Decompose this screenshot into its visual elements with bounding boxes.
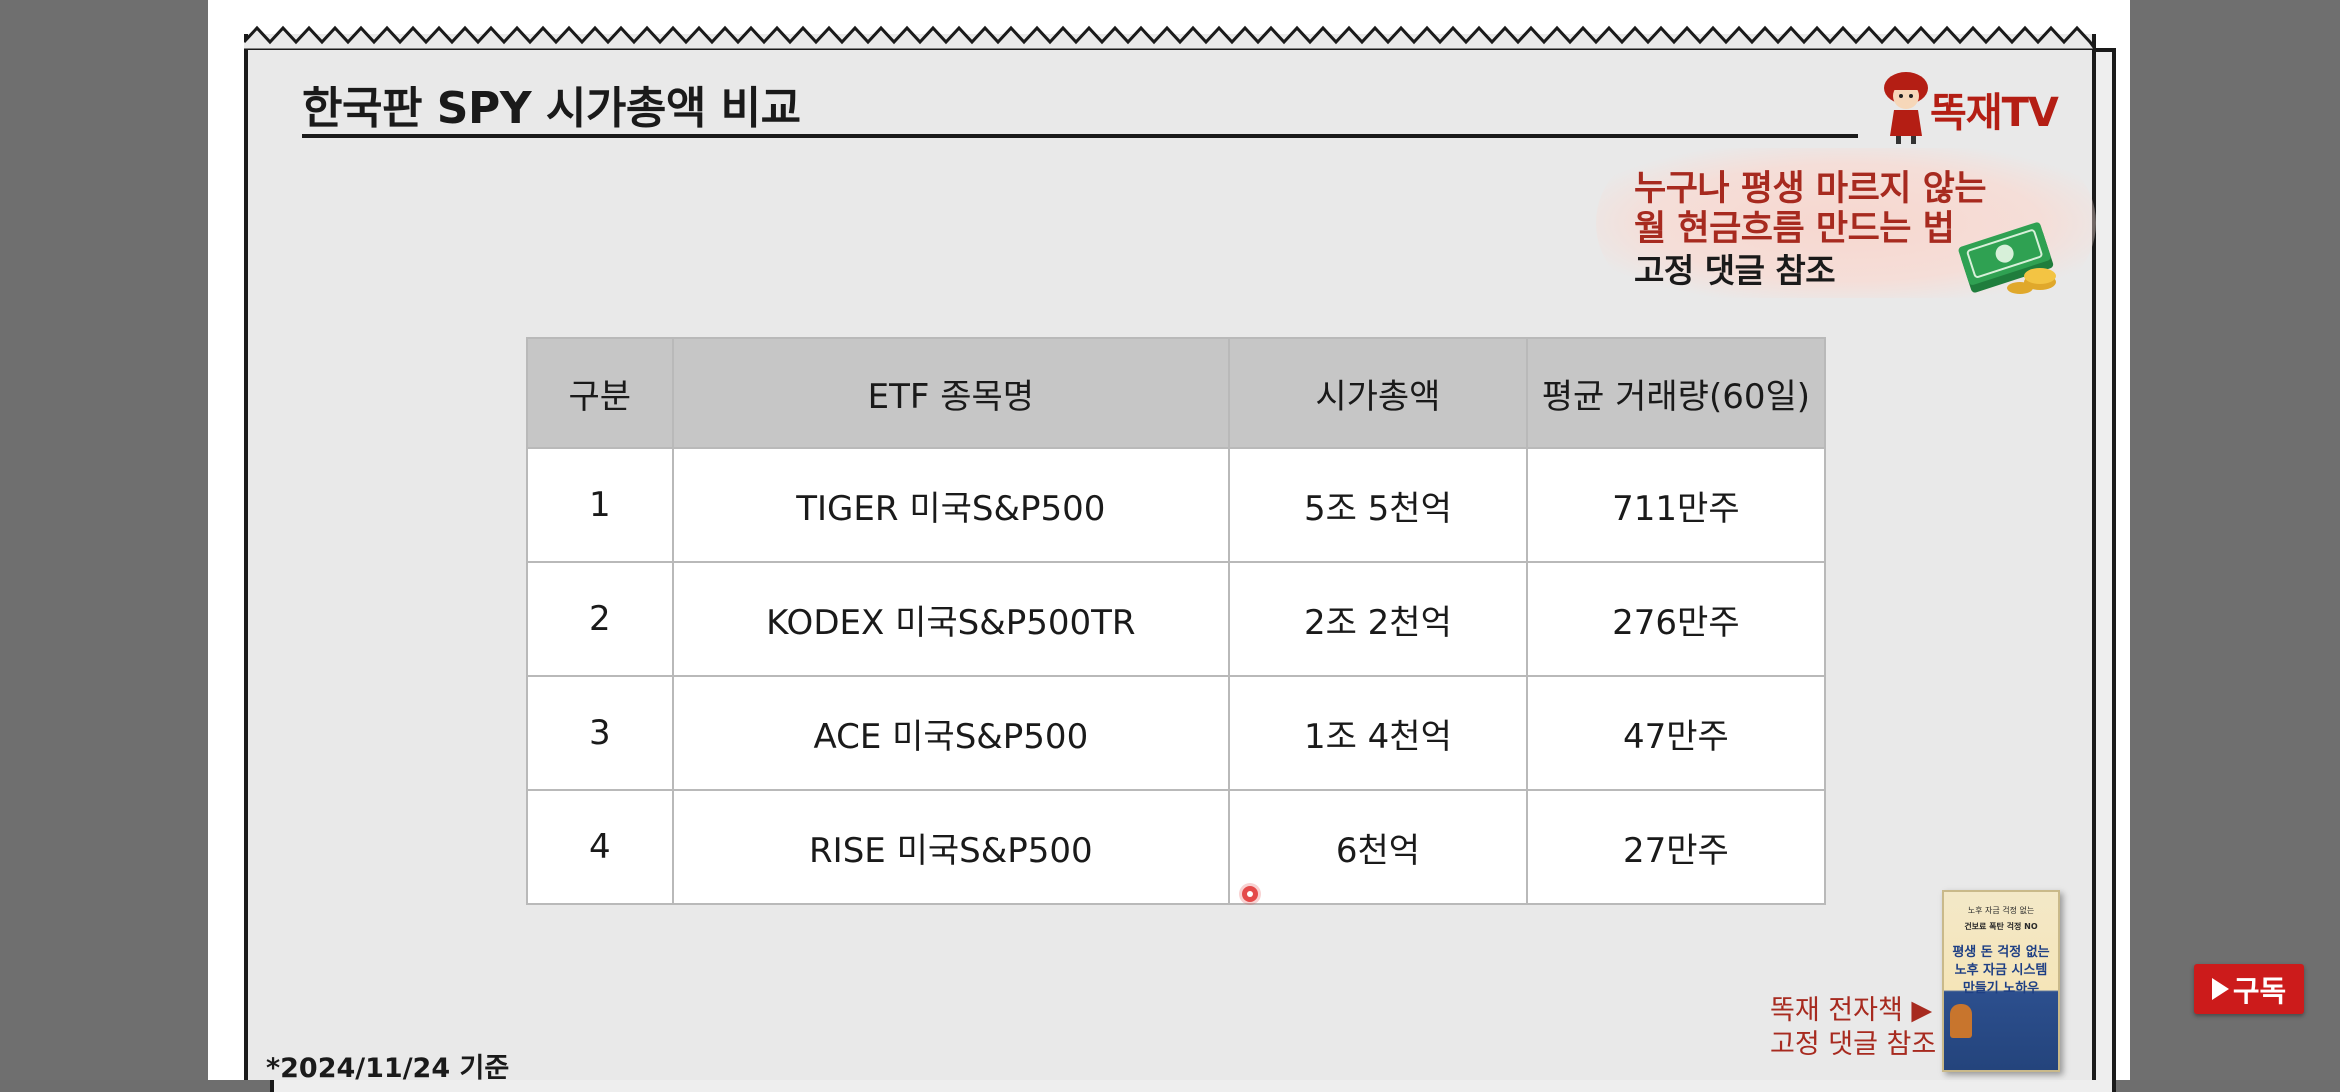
cell-avg-volume: 711만주	[1525, 447, 1827, 563]
ebook-cover-title-3: 만들기 노하우	[1962, 981, 2040, 996]
ebook-promo-line-1: 똑재 전자책 ▶	[1770, 995, 1933, 1026]
ebook-cover-title: 평생 돈 걱정 없는 노후 자금 시스템 만들기 노하우	[1950, 944, 2052, 998]
etf-comparison-table: 구분 ETF 종목명 시가총액 평균 거래량(60일) 1 TIGER 미국S&…	[526, 337, 1827, 905]
promo-line-1: 누구나 평생 마르지 않는	[1634, 169, 1987, 209]
cell-etf-name: KODEX 미국S&P500TR	[671, 561, 1231, 677]
header-etf-name: ETF 종목명	[671, 337, 1231, 449]
play-icon	[2211, 978, 2229, 1000]
cell-avg-volume: 47만주	[1525, 675, 1827, 791]
cell-rank: 2	[526, 561, 674, 677]
cell-avg-volume: 27만주	[1525, 789, 1827, 905]
ebook-cover-top: 노후 자금 걱정 없는	[1967, 906, 2035, 915]
cell-rank: 3	[526, 675, 674, 791]
character-mascot-icon	[1884, 72, 1928, 144]
date-footnote: *2024/11/24 기준	[266, 1053, 510, 1084]
cell-etf-name: TIGER 미국S&P500	[671, 447, 1231, 563]
cell-avg-volume: 276만주	[1525, 561, 1827, 677]
table-header-row: 구분 ETF 종목명 시가총액 평균 거래량(60일)	[526, 337, 1827, 449]
table-row: 1 TIGER 미국S&P500 5조 5천억 711만주	[526, 447, 1827, 563]
ebook-cover-title-2: 노후 자금 시스템	[1954, 963, 2048, 978]
table-row: 4 RISE 미국S&P500 6천억 27만주	[526, 789, 1827, 905]
subscribe-button[interactable]: 구독	[2194, 964, 2304, 1014]
cell-market-cap: 2조 2천억	[1228, 561, 1528, 677]
ebook-cover-title-1: 평생 돈 걱정 없는	[1952, 945, 2050, 960]
cell-rank: 1	[526, 447, 674, 563]
ebook-character-icon	[1950, 1004, 1972, 1038]
table-row: 2 KODEX 미국S&P500TR 2조 2천억 276만주	[526, 561, 1827, 677]
money-stack-icon	[1958, 222, 2056, 294]
ebook-cover[interactable]: 노후 자금 걱정 없는 건보료 폭탄 걱정 NO 평생 돈 걱정 없는 노후 자…	[1942, 890, 2060, 1072]
cell-rank: 4	[526, 789, 674, 905]
header-market-cap: 시가총액	[1228, 337, 1528, 449]
promo-line-2: 월 현금흐름 만드는 법	[1634, 209, 1955, 249]
subscribe-label: 구독	[2232, 974, 2287, 1008]
title-underline	[302, 134, 1858, 138]
cell-market-cap: 6천억	[1228, 789, 1528, 905]
ebook-promo-line-2: 고정 댓글 참조	[1770, 1029, 1937, 1060]
torn-edge-decoration	[244, 25, 2096, 50]
table-row: 3 ACE 미국S&P500 1조 4천억 47만주	[526, 675, 1827, 791]
page-title: 한국판 SPY 시가총액 비교	[302, 83, 801, 134]
ebook-cover-sub: 건보료 폭탄 걱정 NO	[1964, 922, 2038, 931]
header-category: 구분	[526, 337, 674, 449]
cell-market-cap: 5조 5천억	[1228, 447, 1528, 563]
ebook-promo-label[interactable]: 똑재 전자책 ▶ 고정 댓글 참조	[1770, 994, 1937, 1062]
promo-line-3: 고정 댓글 참조	[1634, 251, 1836, 290]
cell-market-cap: 1조 4천억	[1228, 675, 1528, 791]
cell-etf-name: RISE 미국S&P500	[671, 789, 1231, 905]
header-avg-volume: 평균 거래량(60일)	[1525, 337, 1827, 449]
cell-etf-name: ACE 미국S&P500	[671, 675, 1231, 791]
channel-logo-text: 똑재TV	[1930, 90, 2059, 136]
pointer-cursor-icon	[1242, 886, 1258, 902]
